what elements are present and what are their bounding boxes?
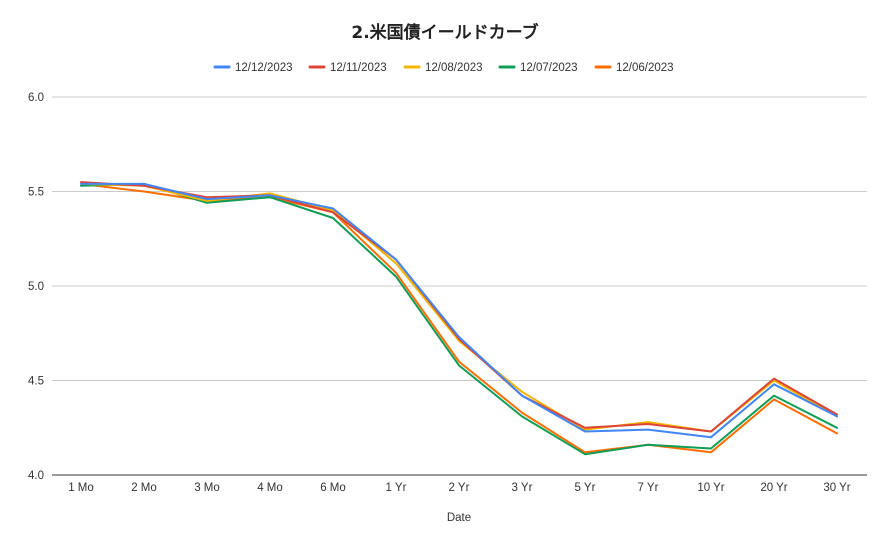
- x-tick-label: 10 Yr: [697, 482, 724, 494]
- x-tick-label: 3 Yr: [512, 482, 533, 494]
- x-tick-label: 6 Mo: [320, 482, 346, 494]
- legend-item: 12/07/2023: [498, 62, 578, 74]
- series-line-12-06-2023: [80, 182, 838, 454]
- series-line-12-07-2023: [80, 182, 838, 456]
- legend-label: 12/11/2023: [330, 62, 387, 74]
- x-tick-label: 2 Yr: [449, 482, 470, 494]
- legend-label: 12/08/2023: [425, 62, 483, 74]
- legend-label: 12/06/2023: [616, 62, 674, 74]
- x-tick-label: 2 Mo: [131, 482, 157, 494]
- gridlines: [52, 96, 867, 476]
- x-axis-ticks: 1 Mo 2 Mo 3 Mo 4 Mo 6 Mo 1 Yr 2 Yr 3 Yr 5 Yr 7 Yr…: [68, 482, 851, 494]
- x-tick-label: 30 Yr: [823, 482, 850, 494]
- x-tick-label: 3 Mo: [194, 482, 220, 494]
- y-tick-label: 5.0: [28, 281, 44, 293]
- x-axis-title: Date: [447, 512, 471, 524]
- legend-item: 12/08/2023: [403, 62, 483, 74]
- x-tick-label: 1 Mo: [68, 482, 94, 494]
- x-tick-label: 1 Yr: [386, 482, 407, 494]
- x-tick-label: 20 Yr: [760, 482, 787, 494]
- legend-item: 12/11/2023: [308, 62, 387, 74]
- series-line-12-08-2023: [80, 182, 838, 433]
- series-line-12-12-2023: [80, 182, 838, 439]
- legend-item: 12/12/2023: [213, 62, 293, 74]
- x-tick-label: 5 Yr: [575, 482, 596, 494]
- y-axis-ticks: 4.0 4.5 5.0 5.5 6.0: [28, 92, 44, 482]
- legend-label: 12/07/2023: [520, 62, 578, 74]
- y-tick-label: 6.0: [28, 92, 44, 104]
- legend-item: 12/06/2023: [594, 62, 674, 74]
- series-line-12-11-2023: [80, 181, 838, 433]
- x-tick-label: 4 Mo: [257, 482, 283, 494]
- series-lines: [80, 181, 838, 456]
- y-tick-label: 5.5: [28, 187, 44, 199]
- legend-label: 12/12/2023: [235, 62, 293, 74]
- y-tick-label: 4.0: [28, 470, 44, 482]
- chart-title: 2.米国債イールドカーブ: [351, 22, 538, 43]
- y-tick-label: 4.5: [28, 376, 44, 388]
- x-tick-label: 7 Yr: [638, 482, 659, 494]
- legend: 12/12/2023 12/11/2023 12/08/2023 12/07/2023…: [213, 62, 674, 74]
